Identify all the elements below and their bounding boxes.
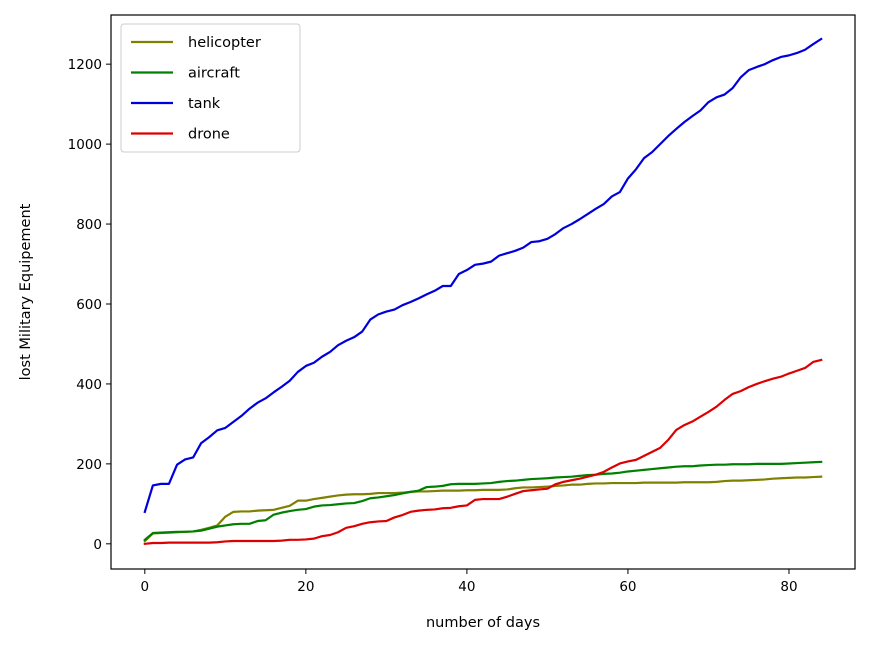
x-tick-label: 0 bbox=[141, 579, 150, 595]
series-line-aircraft bbox=[143, 460, 823, 542]
legend-label-helicopter: helicopter bbox=[188, 35, 261, 51]
legend-box bbox=[120, 23, 301, 153]
x-tick-label: 20 bbox=[297, 579, 314, 595]
x-axis-label: number of days bbox=[426, 615, 540, 631]
legend-label-aircraft: aircraft bbox=[188, 66, 240, 82]
y-tick-label: 0 bbox=[93, 537, 102, 553]
series-line-tank bbox=[143, 37, 823, 514]
x-tick-label: 40 bbox=[458, 579, 475, 595]
y-tick-label: 200 bbox=[76, 457, 102, 473]
x-tick-label: 80 bbox=[780, 579, 797, 595]
series-line-helicopter bbox=[143, 475, 823, 543]
y-tick-label: 800 bbox=[76, 217, 102, 233]
y-axis-label: lost Military Equipement bbox=[18, 203, 34, 380]
y-tick-label: 1000 bbox=[68, 137, 102, 153]
x-tick-label: 60 bbox=[619, 579, 636, 595]
legend-label-drone: drone bbox=[188, 127, 230, 143]
legend-label-tank: tank bbox=[188, 96, 221, 112]
series-layer bbox=[143, 37, 823, 546]
y-tick-label: 400 bbox=[76, 377, 102, 393]
y-tick-label: 1200 bbox=[68, 57, 102, 73]
legend: helicopter aircraft tank drone bbox=[120, 23, 301, 153]
y-tick-label: 600 bbox=[76, 297, 102, 313]
series-line-drone bbox=[143, 358, 823, 546]
